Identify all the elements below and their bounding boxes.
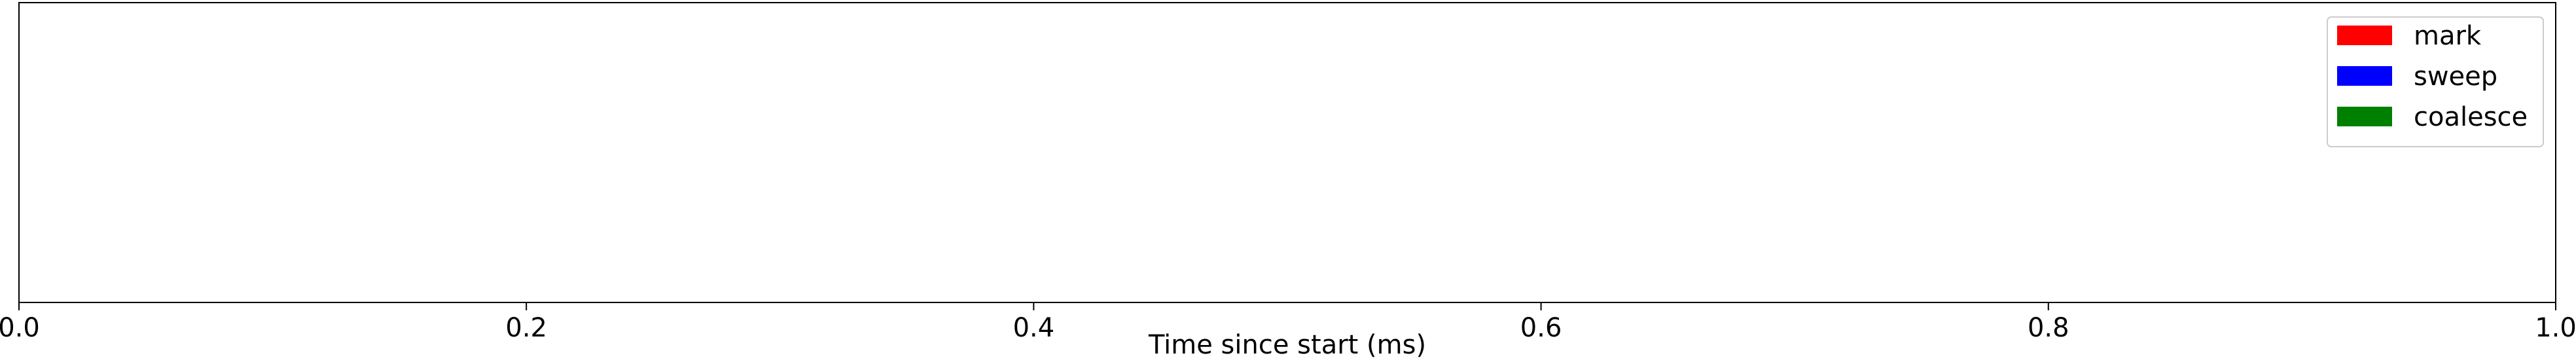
plot-area [18,2,2556,303]
legend-swatch-mark [2337,26,2392,45]
x-tick-label: 0.0 [0,313,40,343]
x-axis-ticks: 0.0 0.2 0.4 0.6 0.8 1.0 [0,302,2576,343]
legend-swatch-sweep [2337,66,2392,86]
x-tick-label: 0.8 [2028,313,2069,343]
x-tick-label: 0.4 [1013,313,1055,343]
x-tick-label: 1.0 [2535,313,2576,343]
x-tick-label: 0.2 [505,313,547,343]
legend-label-coalesce: coalesce [2414,102,2528,132]
legend-label-mark: mark [2414,21,2482,51]
x-axis-title: Time since start (ms) [1148,330,1426,360]
legend-label-sweep: sweep [2414,62,2497,92]
legend: mark sweep coalesce [2327,16,2544,147]
x-tick-label: 0.6 [1520,313,1562,343]
legend-swatch-coalesce [2337,107,2392,126]
